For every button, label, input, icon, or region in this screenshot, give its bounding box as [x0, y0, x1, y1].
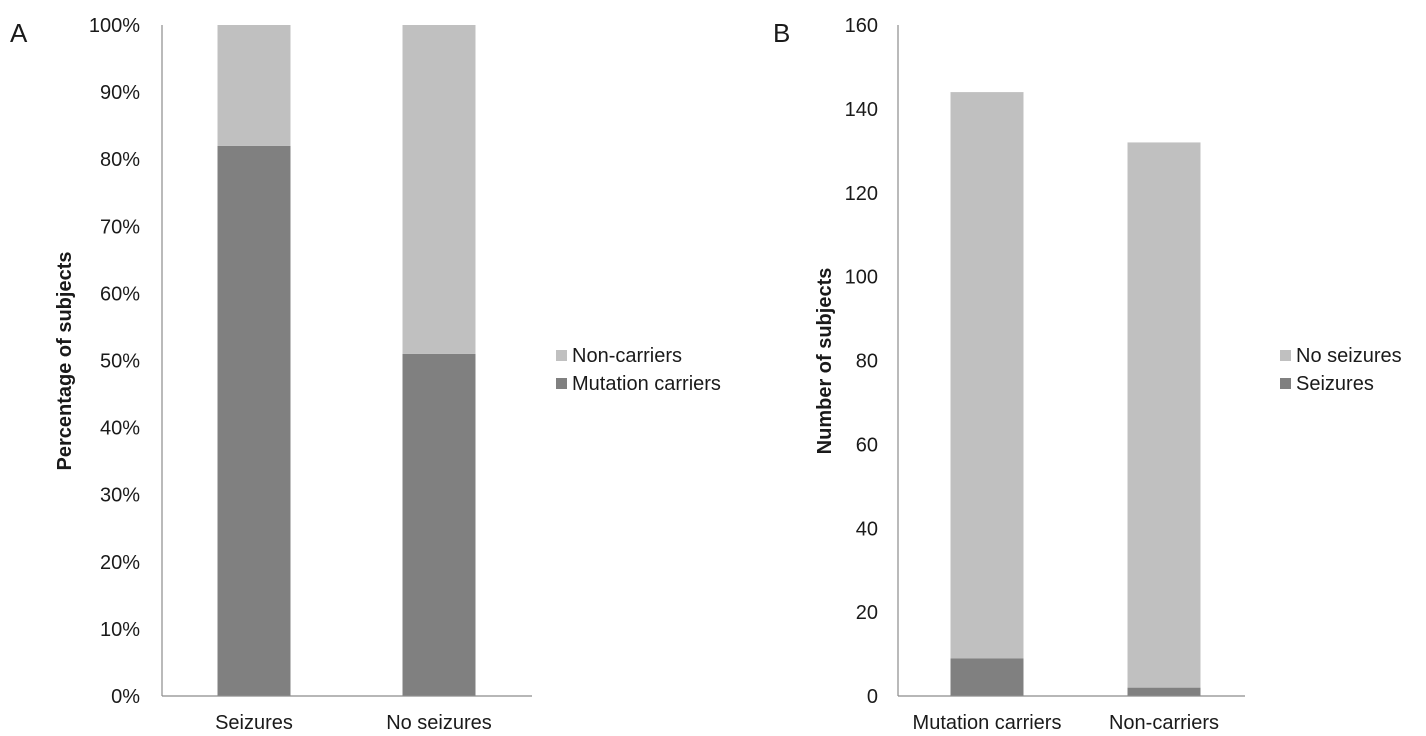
y-tick-label: 90%: [100, 82, 140, 104]
panel-a-bars: [217, 25, 476, 696]
panel-a-y-ticks: 0% 10% 20% 30% 40% 50% 60% 70% 80% 90% 100%: [89, 15, 140, 708]
bar-mutation-carriers-seizures: [217, 145, 291, 696]
y-tick-label: 30%: [100, 485, 140, 507]
panel-b-y-ticks: 0 20 40 60 80 100 120 140 160: [845, 15, 878, 708]
x-tick-label: Seizures: [215, 712, 293, 734]
bar-mutation-carriers-no-seizures: [402, 353, 476, 696]
panel-b-x-ticks: Mutation carriers Non-carriers: [913, 712, 1219, 734]
legend-label: No seizures: [1296, 345, 1402, 367]
y-tick-label: 20%: [100, 552, 140, 574]
y-tick-label: 0: [867, 686, 878, 708]
legend-swatch: [556, 350, 567, 361]
panel-a: A Percentage of subjects 0% 10% 20% 30% 40% 5…: [10, 15, 721, 734]
y-tick-label: 40: [856, 518, 878, 540]
panel-b-bars: [950, 92, 1201, 696]
panel-b-y-axis-label: Number of subjects: [814, 268, 836, 455]
bar-seizures-mutation-carriers: [950, 658, 1024, 696]
panel-a-y-axis-label: Percentage of subjects: [54, 252, 76, 471]
panel-b-label: B: [773, 18, 790, 48]
y-tick-label: 0%: [111, 686, 140, 708]
legend-swatch: [1280, 378, 1291, 389]
y-tick-label: 80%: [100, 149, 140, 171]
bar-non-carriers-seizures: [217, 25, 291, 146]
x-tick-label: Non-carriers: [1109, 712, 1219, 734]
bar-seizures-non-carriers: [1127, 687, 1201, 696]
y-tick-label: 60: [856, 434, 878, 456]
y-tick-label: 70%: [100, 216, 140, 238]
x-tick-label: Mutation carriers: [913, 712, 1062, 734]
y-tick-label: 140: [845, 99, 878, 121]
legend-swatch: [1280, 350, 1291, 361]
panel-a-x-ticks: Seizures No seizures: [215, 712, 492, 734]
bar-non-carriers-no-seizures: [402, 25, 476, 354]
panel-b-legend: No seizures Seizures: [1280, 345, 1402, 395]
y-tick-label: 60%: [100, 283, 140, 305]
legend-label: Mutation carriers: [572, 373, 721, 395]
y-tick-label: 160: [845, 15, 878, 37]
panel-a-label: A: [10, 18, 28, 48]
panel-b: B Number of subjects 0 20 40 60 80 100 120 140 1…: [773, 15, 1402, 734]
x-tick-label: No seizures: [386, 712, 492, 734]
y-tick-label: 100: [845, 267, 878, 289]
legend-label: Seizures: [1296, 373, 1374, 395]
y-tick-label: 100%: [89, 15, 140, 37]
y-tick-label: 120: [845, 183, 878, 205]
legend-swatch: [556, 378, 567, 389]
y-tick-label: 10%: [100, 619, 140, 641]
panel-a-legend: Non-carriers Mutation carriers: [556, 345, 721, 395]
bar-no-seizures-mutation-carriers: [950, 92, 1024, 659]
y-tick-label: 80: [856, 351, 878, 373]
legend-label: Non-carriers: [572, 345, 682, 367]
y-tick-label: 20: [856, 602, 878, 624]
bar-no-seizures-non-carriers: [1127, 142, 1201, 688]
y-tick-label: 40%: [100, 418, 140, 440]
y-tick-label: 50%: [100, 351, 140, 373]
